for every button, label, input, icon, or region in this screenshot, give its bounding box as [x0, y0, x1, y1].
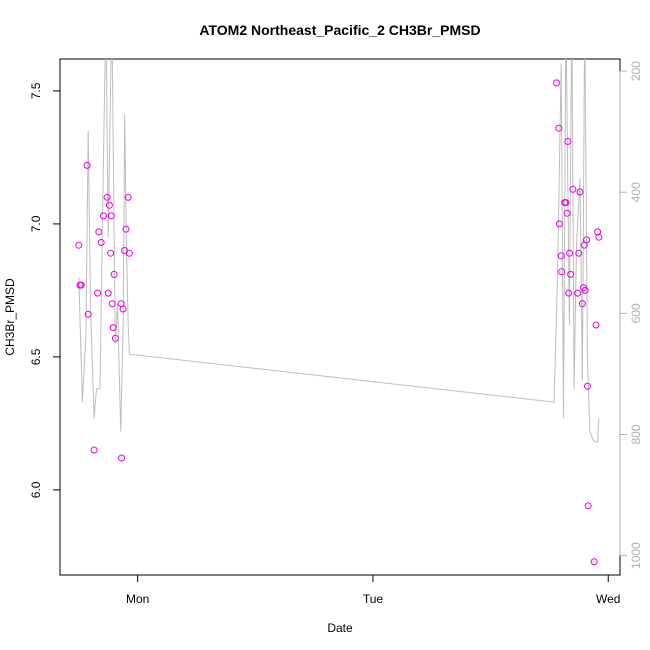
data-point — [581, 286, 589, 294]
data-point — [564, 138, 572, 145]
line-series — [78, 59, 600, 443]
data-point — [124, 193, 132, 201]
x-axis: Mon Tue Wed — [126, 574, 620, 606]
data-point — [592, 321, 600, 329]
data-point — [553, 79, 560, 87]
data-point — [83, 161, 91, 169]
data-point — [563, 209, 571, 217]
y-tick-label: 6.5 — [29, 348, 43, 365]
data-point — [109, 324, 117, 332]
data-point — [584, 502, 592, 510]
series-line — [78, 59, 600, 443]
data-point — [97, 239, 105, 246]
data-point — [569, 185, 577, 193]
data-point — [111, 334, 119, 342]
chart-title: ATOM2 Northeast_Pacific_2 CH3Br_PMSD — [199, 22, 480, 38]
data-point — [84, 310, 92, 318]
data-point — [110, 270, 118, 278]
plot-frame — [59, 58, 621, 576]
y-axis: 6.0 6.5 7.0 7.5 — [29, 82, 61, 498]
x-tick-label: Mon — [126, 592, 149, 606]
data-point — [556, 220, 563, 228]
point-series — [75, 79, 603, 566]
data-point — [118, 454, 126, 462]
data-point — [107, 249, 115, 257]
y-tick-label: 6.0 — [29, 481, 43, 498]
data-point — [119, 305, 127, 313]
data-point — [90, 446, 98, 454]
y2-tick-label: 1000 — [629, 542, 643, 569]
data-point — [122, 225, 130, 233]
data-point — [575, 249, 583, 257]
y2-tick-label: 400 — [629, 182, 643, 202]
data-point — [558, 268, 566, 276]
data-point — [105, 201, 113, 209]
x-tick-label: Tue — [363, 592, 384, 606]
x-tick-label: Wed — [596, 592, 620, 606]
data-point — [108, 300, 116, 308]
y2-tick-label: 800 — [629, 424, 643, 444]
data-point — [578, 300, 586, 308]
data-point — [75, 241, 83, 249]
x-axis-label: Date — [327, 621, 353, 635]
data-point — [594, 228, 602, 236]
data-point — [557, 252, 565, 260]
data-point — [107, 212, 115, 220]
data-point — [100, 212, 107, 220]
y2-axis: 200 400 600 800 1000 — [619, 61, 643, 569]
y2-tick-label: 200 — [629, 61, 643, 81]
data-point — [555, 124, 563, 132]
data-point — [595, 233, 603, 241]
data-point — [562, 199, 570, 207]
data-point — [125, 249, 133, 257]
data-point — [94, 289, 102, 297]
data-point — [77, 281, 85, 289]
data-point — [103, 193, 111, 201]
data-point — [566, 249, 574, 257]
data-point — [567, 270, 575, 278]
data-point — [565, 289, 573, 297]
data-point — [583, 236, 591, 244]
y-tick-label: 7.5 — [29, 82, 43, 99]
data-point — [95, 228, 103, 236]
y-axis-label: CH3Br_PMSD — [3, 278, 17, 356]
data-point — [574, 289, 582, 297]
data-point — [104, 289, 112, 297]
data-point — [584, 382, 591, 390]
data-point — [590, 558, 598, 566]
y-tick-label: 7.0 — [29, 215, 43, 232]
data-point — [576, 188, 584, 196]
y2-tick-label: 600 — [629, 303, 643, 323]
